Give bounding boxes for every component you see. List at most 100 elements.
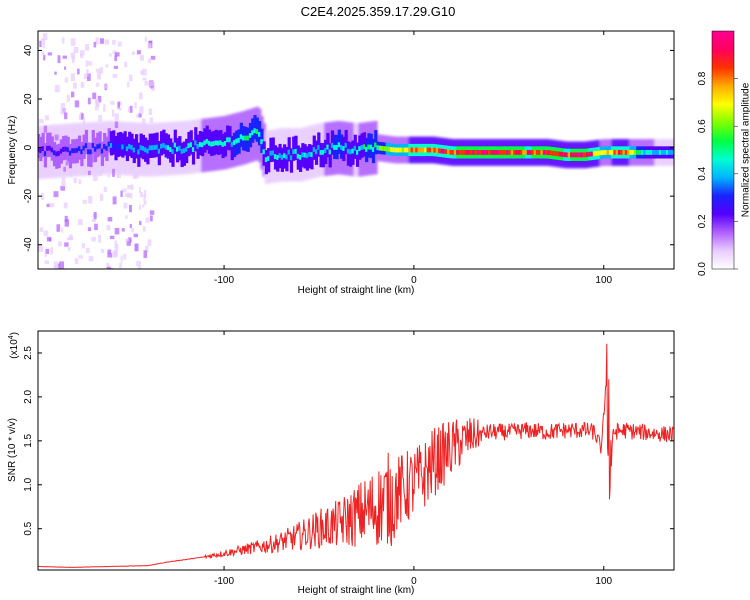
spectral-peak-cell [442,148,446,154]
spectral-noise-cell [132,175,138,180]
spectral-noise-cell [124,61,128,68]
spectral-peak-cell [82,145,86,151]
spectral-peak-cell [185,146,189,152]
svg-text:(x104): (x104) [8,332,20,359]
spectral-noise-cell [148,58,152,63]
spectral-peak-cell [308,151,312,157]
spectral-noise-cell [144,36,147,42]
spectral-peak-cell [214,140,218,146]
spectral-noise-cell [80,82,85,88]
spectral-noise-cell [97,72,101,80]
spectral-noise-cell [133,233,139,238]
spectral-noise-cell [122,188,127,193]
spectral-peak-cell [301,152,305,158]
spectral-noise-cell [112,73,118,78]
spectral-noise-cell [42,33,48,41]
spectral-noise-cell [73,46,79,54]
spectral-noise-cell [103,104,106,112]
spectral-noise-cell [148,41,153,45]
spectral-peak-cell [360,145,364,150]
snr-panel: -100 0 100 0.5 1.0 1.5 2.0 2.5 Height of strai… [7,330,675,596]
spectral-noise-cell [107,253,113,258]
colorbar-label: Normalized spectral amplitude [740,82,750,217]
spectral-peak-cell [447,149,451,155]
spectral-noise-cell [54,128,60,135]
spectral-noise-cell [139,92,143,100]
spectral-noise-cell [116,173,121,179]
colorbar-gradient [711,30,735,270]
spectral-peak-cell [166,145,170,151]
x-tick-label: 0 [411,275,417,286]
spectral-peak-cell [310,152,314,158]
spectral-band-cell [162,129,166,154]
spectral-peak-cell [246,135,250,141]
spectral-peak-cell [595,150,599,156]
spectral-peak-cell [107,141,111,147]
spectral-peak-cell [490,150,494,155]
spectral-band-cell [280,147,284,172]
spectral-peak-cell [210,141,214,147]
spectral-noise-cell [112,168,115,177]
spectral-noise-cell [77,68,80,75]
spectral-peak-cell [324,148,328,154]
spectral-noise-cell [81,243,85,249]
spectral-peak-cell [652,150,656,155]
spectral-peak-cell [132,147,136,153]
y-tick-label: 2.5 [23,346,34,360]
spectral-noise-cell [64,66,67,70]
spectral-peak-cell [153,145,157,150]
spectral-peak-cell [513,150,517,155]
spectral-peak-cell [198,142,202,147]
spectral-peak-cell [437,148,441,154]
spectral-peak-cell [57,151,61,156]
spectral-noise-cell [140,70,144,75]
spectral-peak-cell [506,150,510,155]
spectral-peak-cell [273,154,277,160]
y-tick-label: 1.0 [23,477,34,491]
spectral-peak-cell [369,144,373,150]
spectral-peak-cell [415,147,419,153]
spectral-peak-cell [50,147,54,153]
spectral-noise-cell [115,243,119,250]
spectral-peak-cell [38,146,40,152]
spectral-peak-cell [624,150,628,155]
spectral-noise-cell [140,129,146,135]
spectral-peak-cell [48,145,52,151]
spectral-peak-cell [515,150,519,155]
spectral-peak-cell [531,150,535,155]
spectral-noise-cell [112,196,117,205]
spectral-noise-cell [47,52,52,56]
colorbar-tick-label: 0.8 [697,71,708,85]
spectral-peak-cell [251,130,255,136]
spectral-noise-cell [45,248,50,255]
spectral-peak-cell [255,129,259,135]
spectral-peak-cell [137,149,141,155]
spectral-noise-cell [69,169,73,177]
spectral-noise-cell [121,228,125,232]
spectral-noise-cell [129,74,133,82]
spectral-noise-cell [139,55,145,61]
spectral-band-cell [337,129,341,154]
spectral-peak-cell [649,150,653,155]
spectral-noise-cell [69,234,73,240]
spectral-noise-cell [106,266,111,269]
spectral-peak-cell [66,147,70,153]
spectral-peak-cell [162,142,166,148]
spectral-noise-cell [107,217,113,222]
spectral-noise-cell [107,249,112,254]
spectral-noise-cell [74,100,80,108]
spectral-peak-cell [604,150,608,155]
colorbar-ticks: 0.0 0.2 0.4 0.6 0.8 [697,71,738,276]
spectral-peak-cell [201,142,205,148]
spectral-peak-cell [346,148,350,154]
spectral-noise-cell [61,181,66,187]
spectral-peak-cell [180,148,184,154]
spectral-peak-cell [221,142,225,147]
spectral-peak-cell [485,150,489,155]
spectral-peak-cell [39,148,43,154]
spectral-noise-cell [149,81,155,87]
spectral-noise-cell [114,52,120,57]
spectral-band-cell [68,143,73,169]
spectral-noise-cell [109,235,115,240]
spectral-noise-cell [43,54,46,61]
